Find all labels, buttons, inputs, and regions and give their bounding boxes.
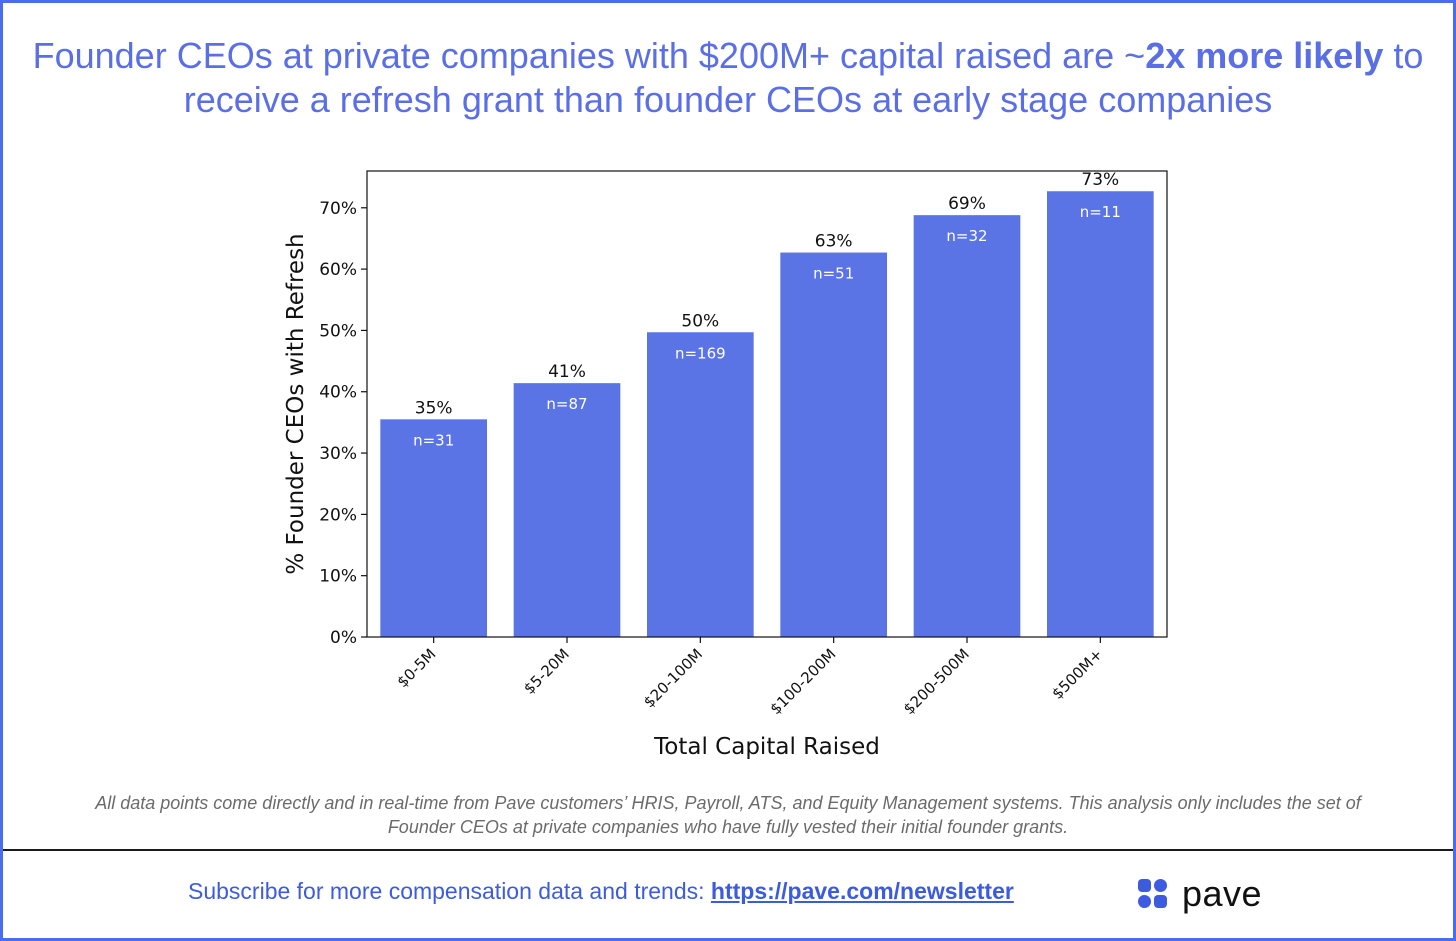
bar [647, 332, 754, 637]
bar-n-label: n=51 [813, 265, 854, 283]
bar [1047, 191, 1154, 638]
bar-n-label: n=11 [1080, 203, 1121, 221]
headline-emphasis: 2x more likely [1145, 35, 1384, 76]
bar [380, 419, 487, 637]
y-tick-label: 30% [319, 444, 357, 464]
bar-n-label: n=169 [675, 344, 726, 362]
subscribe-line: Subscribe for more compensation data and… [188, 878, 1014, 905]
y-tick-label: 50% [319, 321, 357, 341]
bar-chart: 0% 10% 20% 30% 40% 50% 60% 70% 35% n=31 $0-5M 41% n=… [283, 170, 1168, 760]
bar-n-label: n=32 [946, 227, 987, 245]
headline: Founder CEOs at private companies with $… [30, 34, 1426, 122]
brand-name: pave [1182, 873, 1263, 914]
x-tick-label: $500M+ [1048, 645, 1106, 703]
bar-value-label: 73% [1081, 170, 1119, 190]
x-tick-label: $100-200M [767, 645, 840, 718]
headline-part2: to receive a refresh grant than founder … [183, 35, 1424, 120]
bar-value-label: 69% [948, 194, 986, 214]
y-tick-label: 0% [330, 628, 357, 648]
plot-frame [366, 170, 1168, 638]
bar-value-label: 63% [815, 232, 853, 252]
x-tick-label: $200-500M [900, 645, 973, 718]
y-tick-label: 70% [319, 199, 357, 219]
brand[interactable]: pave [1138, 873, 1263, 914]
footnote: All data points come directly and in rea… [95, 793, 1361, 837]
divider [3, 849, 1453, 851]
y-tick-label: 10% [319, 567, 357, 587]
bar [513, 383, 621, 637]
bar [780, 252, 887, 638]
y-tick-label: 20% [319, 505, 357, 525]
bar-n-label: n=31 [413, 431, 454, 449]
newsletter-link[interactable]: https://pave.com/newsletter [710, 878, 1014, 904]
y-tick-label: 60% [319, 260, 357, 280]
y-tick-label: 40% [319, 383, 357, 403]
x-tick-label: $0-5M [394, 645, 440, 691]
bar-n-label: n=87 [546, 395, 587, 413]
subscribe-text: Subscribe for more compensation data and… [188, 878, 711, 904]
pave-logo-icon [1138, 879, 1167, 908]
x-tick-label: $20-100M [640, 645, 706, 711]
bar-value-label: 41% [548, 362, 586, 382]
y-axis-label: % Founder CEOs with Refresh [283, 233, 309, 574]
bar [913, 215, 1021, 637]
bar-value-label: 35% [415, 398, 453, 418]
x-tick-label: $5-20M [520, 645, 573, 698]
x-axis-label: Total Capital Raised [653, 734, 880, 760]
bar-value-label: 50% [681, 311, 719, 331]
headline-part1: Founder CEOs at private companies with $… [32, 35, 1146, 76]
